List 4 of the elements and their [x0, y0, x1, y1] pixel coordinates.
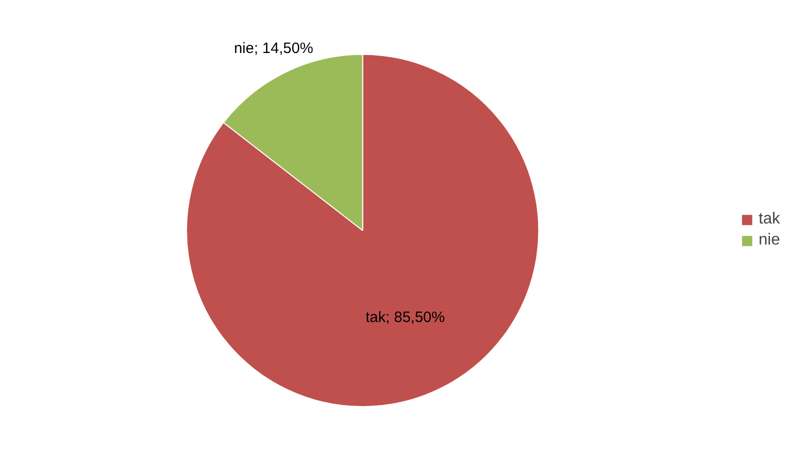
data-label: tak; 85,50% — [366, 308, 445, 326]
data-label: nie; 14,50% — [234, 40, 314, 58]
legend-label: tak — [758, 210, 780, 228]
legend-label: nie — [758, 232, 780, 250]
